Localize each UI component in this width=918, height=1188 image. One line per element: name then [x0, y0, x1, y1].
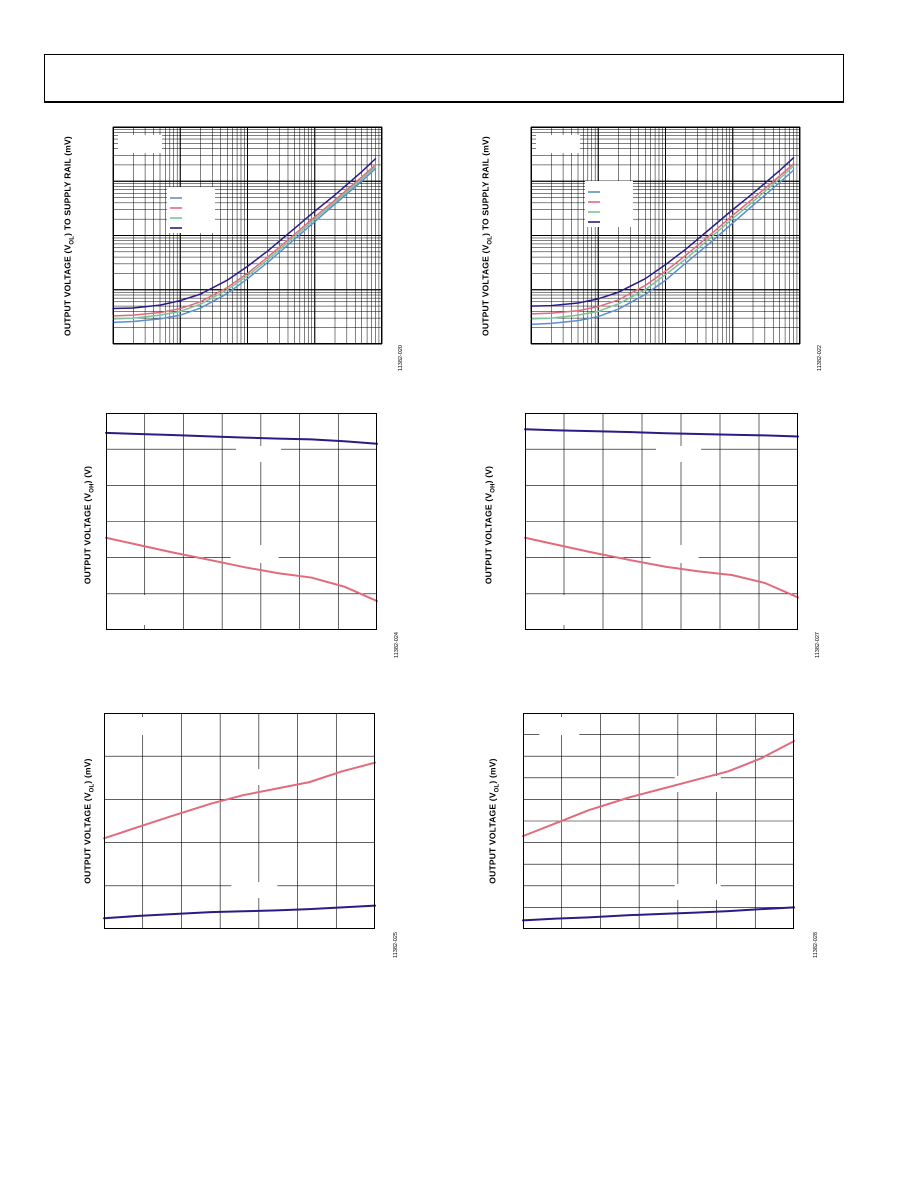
annotation-masks [539, 717, 721, 900]
annotation-box [118, 135, 162, 153]
series-line-pink [105, 536, 378, 603]
y-axis-label-suffix: ) (V) [82, 465, 93, 484]
grid [112, 126, 383, 345]
y-axis-label: OUTPUT VOLTAGE (VOH) (V) [83, 466, 96, 584]
annotation-box [585, 181, 633, 227]
series-line-dark [103, 904, 376, 920]
series-line-blue [530, 169, 795, 326]
series-line-blue [112, 168, 377, 324]
figure-id: 11382-024 [394, 632, 400, 658]
y-axis-label-subscript: OL [69, 235, 76, 245]
series-line-green [112, 166, 377, 320]
figure-id: 11382-028 [813, 932, 819, 958]
annotation-box [544, 595, 585, 625]
y-axis-label-suffix: ) (mV) [82, 758, 93, 784]
annotation-box [117, 717, 158, 735]
y-axis-label-subscript: OL [494, 783, 501, 793]
plot-border [104, 713, 375, 929]
y-axis-label: OUTPUT VOLTAGE (VOL) TO SUPPLY RAIL (mV) [481, 136, 494, 336]
y-axis-label-prefix: OUTPUT VOLTAGE (V [82, 492, 93, 585]
annotation-box [230, 545, 279, 563]
annotation-box [124, 595, 165, 625]
y-axis-label-subscript: OH [89, 483, 96, 493]
chart-plot-4 [524, 413, 799, 630]
y-axis-label: OUTPUT VOLTAGE (VOH) (V) [484, 466, 497, 584]
y-axis-label-suffix: ) (V) [483, 465, 494, 484]
figure-id: 11382-027 [815, 632, 821, 658]
plot-border [531, 127, 800, 344]
series-line-green [530, 165, 795, 320]
series-group [105, 431, 378, 603]
page-header-box [44, 54, 844, 103]
annotation-box [236, 446, 282, 462]
plot-border [523, 713, 794, 929]
series-line-pink [530, 163, 795, 315]
series-line-pink [112, 164, 377, 317]
y-axis-label-subscript: OL [89, 783, 96, 793]
annotation-box [536, 135, 580, 153]
annotation-box [231, 769, 278, 785]
plot-border [525, 413, 798, 630]
y-axis-label-subscript: OL [487, 235, 494, 245]
chart-plot-2 [530, 126, 801, 345]
annotation-masks [117, 717, 278, 898]
plot-border [106, 413, 377, 630]
annotation-box [674, 884, 721, 900]
annotation-box [674, 776, 721, 792]
figure-id: 11382-025 [393, 932, 399, 958]
series-line-pink [522, 740, 795, 838]
plot-border [113, 127, 382, 344]
annotation-box [167, 187, 215, 233]
annotation-box [539, 717, 580, 735]
figure-id: 11382-020 [398, 345, 404, 371]
y-axis-label-prefix: OUTPUT VOLTAGE (V [487, 792, 498, 884]
chart-plot-5 [103, 713, 376, 929]
y-axis-label: OUTPUT VOLTAGE (VOL) (mV) [488, 758, 501, 883]
series-group [522, 740, 795, 922]
legend [588, 191, 600, 223]
series-line-pink [103, 761, 376, 840]
figure-id: 11382-022 [817, 345, 823, 371]
y-axis-label: OUTPUT VOLTAGE (VOL) (mV) [83, 758, 96, 883]
y-axis-label-suffix: ) TO SUPPLY RAIL (mV) [62, 136, 73, 236]
series-line-dark [530, 157, 795, 307]
series-line-dark [112, 157, 377, 310]
series-group [103, 761, 376, 920]
y-axis-label-suffix: ) TO SUPPLY RAIL (mV) [480, 136, 491, 236]
y-axis-label: OUTPUT VOLTAGE (VOL) TO SUPPLY RAIL (mV) [63, 136, 76, 336]
annotation-masks [118, 135, 215, 233]
series-line-dark [522, 906, 795, 922]
annotation-box [656, 446, 702, 462]
series-group [112, 157, 377, 324]
series-group [530, 157, 795, 326]
grid [104, 713, 375, 929]
y-axis-label-subscript: OH [490, 483, 497, 493]
annotation-masks [124, 446, 282, 625]
annotation-masks [544, 446, 702, 625]
y-axis-label-prefix: OUTPUT VOLTAGE (V [62, 244, 73, 336]
series-line-dark [105, 431, 378, 445]
y-axis-label-suffix: ) (mV) [487, 758, 498, 784]
annotation-box [231, 882, 278, 898]
series-group [524, 428, 799, 599]
series-line-pink [524, 536, 799, 599]
legend [170, 197, 182, 229]
chart-plot-3 [105, 413, 378, 630]
series-line-dark [524, 428, 799, 438]
annotation-box [650, 545, 699, 563]
y-axis-label-prefix: OUTPUT VOLTAGE (V [480, 244, 491, 336]
y-axis-label-prefix: OUTPUT VOLTAGE (V [483, 492, 494, 585]
chart-plot-6 [522, 713, 795, 929]
annotation-masks [536, 135, 633, 227]
y-axis-label-prefix: OUTPUT VOLTAGE (V [82, 792, 93, 884]
chart-plot-1 [112, 126, 383, 345]
